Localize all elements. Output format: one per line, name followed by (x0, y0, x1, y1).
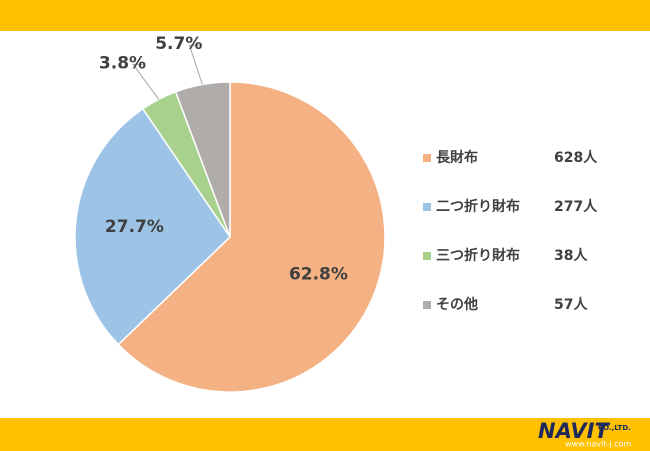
legend-swatch (423, 154, 431, 162)
legend-swatch (423, 301, 431, 309)
pie-slice (74, 107, 231, 346)
leader-line (188, 44, 203, 85)
legend-swatch (423, 252, 431, 260)
legend-label: その他 (436, 296, 478, 313)
leader-line (132, 63, 160, 100)
value-label: 5.7% (155, 34, 202, 54)
legend-count: 38人 (554, 247, 588, 264)
value-label: 3.8% (99, 53, 146, 73)
value-label: 62.8% (289, 265, 348, 285)
pie-slice (117, 81, 386, 393)
legend-label: 長財布 (436, 149, 478, 166)
bottom-band (0, 418, 650, 451)
legend-swatch (423, 203, 431, 211)
value-label: 27.7% (105, 217, 164, 237)
legend-label: 二つ折り財布 (436, 198, 520, 215)
legend-count: 628人 (554, 149, 598, 166)
top-band (0, 0, 650, 31)
logo-url: www.navit-j.com (565, 440, 631, 449)
logo: NAVIT (538, 419, 610, 443)
logo-company: CO.,LTD. (598, 424, 631, 432)
legend-count: 57人 (554, 296, 588, 313)
legend-label: 三つ折り財布 (436, 247, 520, 264)
legend-count: 277人 (554, 198, 598, 215)
